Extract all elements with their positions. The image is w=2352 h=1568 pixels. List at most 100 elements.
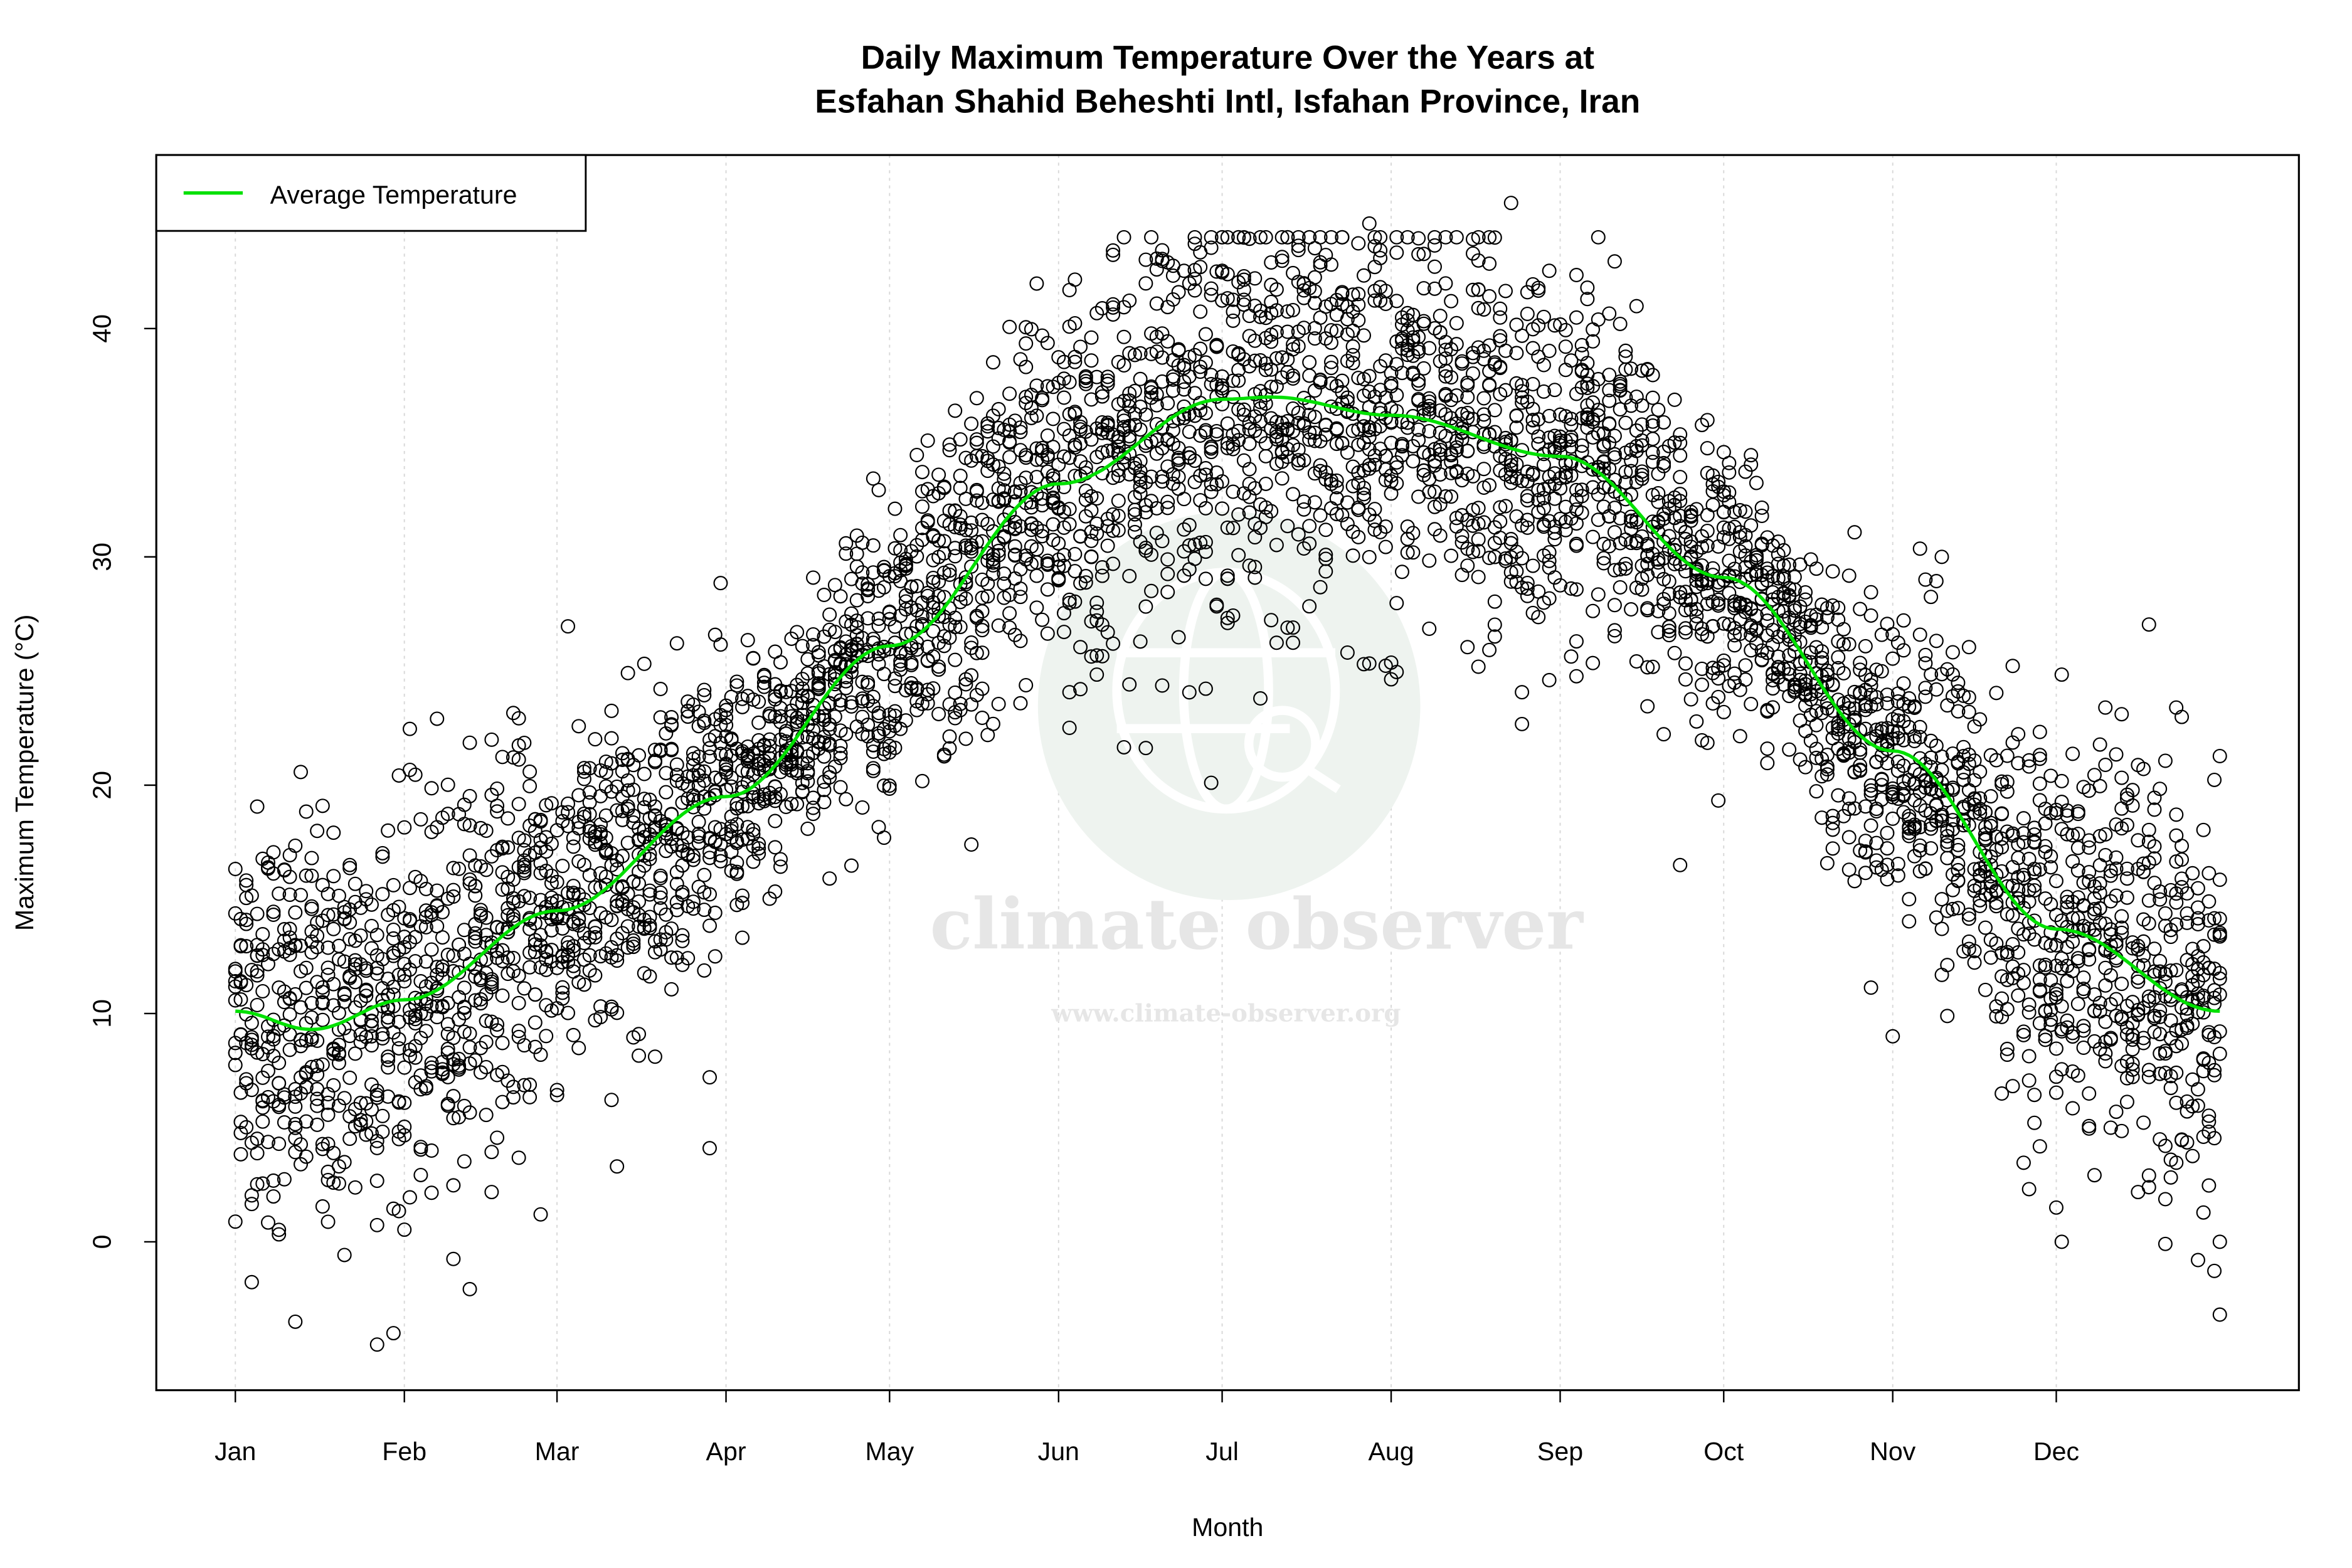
scatter-point xyxy=(2190,1098,2205,1113)
scatter-point xyxy=(1155,350,1170,365)
scatter-point xyxy=(1335,507,1350,522)
scatter-point xyxy=(522,778,538,793)
scatter-point xyxy=(1607,598,1622,613)
scatter-point xyxy=(1198,355,1213,370)
scatter-point xyxy=(817,782,832,797)
scatter-point xyxy=(762,739,777,754)
scatter-point xyxy=(1324,354,1338,369)
scatter-point xyxy=(511,1150,526,1165)
scatter-point xyxy=(773,684,788,699)
scatter-point xyxy=(495,943,510,958)
scatter-point xyxy=(610,931,625,946)
scatter-point xyxy=(1934,667,1949,682)
scatter-point xyxy=(909,549,924,564)
scatter-point xyxy=(1444,342,1459,357)
scatter-point xyxy=(2212,872,2227,887)
scatter-point xyxy=(931,609,946,624)
scatter-point xyxy=(582,795,597,810)
scatter-point xyxy=(1067,354,1083,369)
scatter-point xyxy=(2054,951,2069,966)
scatter-point xyxy=(1629,654,1644,669)
scatter-point xyxy=(1961,690,1976,705)
scatter-point xyxy=(1912,627,1927,642)
scatter-point xyxy=(642,836,657,851)
scatter-point xyxy=(1236,297,1251,312)
scatter-point xyxy=(1296,494,1311,509)
scatter-point xyxy=(1149,398,1164,413)
scatter-point xyxy=(1841,637,1857,652)
scatter-point xyxy=(440,947,455,962)
scatter-point xyxy=(1738,672,1753,687)
scatter-point xyxy=(1951,873,1966,888)
scatter-point xyxy=(1695,418,1710,433)
scatter-point xyxy=(1771,649,1786,664)
scatter-point xyxy=(2103,1120,2118,1135)
scatter-point xyxy=(1509,408,1524,423)
scatter-point xyxy=(1967,719,1982,734)
scatter-point xyxy=(1116,393,1131,408)
scatter-point xyxy=(1896,676,1911,691)
scatter-point xyxy=(877,746,892,761)
scatter-point xyxy=(375,1030,390,1046)
scatter-point xyxy=(2147,802,2162,817)
scatter-point xyxy=(1673,487,1688,502)
scatter-point xyxy=(1422,391,1437,406)
scatter-point xyxy=(632,1048,647,1063)
scatter-point xyxy=(457,817,472,832)
scatter-point xyxy=(1187,272,1202,287)
scatter-point xyxy=(724,689,739,704)
scatter-point xyxy=(1444,370,1459,385)
scatter-point xyxy=(1373,524,1388,539)
scatter-point xyxy=(244,1032,259,1047)
scatter-point xyxy=(871,618,886,633)
scatter-point xyxy=(751,846,766,861)
scatter-point xyxy=(604,845,619,861)
scatter-point xyxy=(1809,612,1824,627)
scatter-point xyxy=(833,693,848,708)
scatter-point xyxy=(1509,457,1524,472)
scatter-point xyxy=(1515,580,1530,595)
scatter-point xyxy=(1357,268,1372,283)
scatter-point xyxy=(1934,921,1949,936)
scatter-point xyxy=(1062,592,1077,607)
scatter-point xyxy=(1454,529,1470,544)
scatter-point xyxy=(1689,502,1704,517)
scatter-point xyxy=(871,612,886,627)
scatter-point xyxy=(1089,526,1104,541)
scatter-point xyxy=(833,746,848,761)
scatter-point xyxy=(1307,283,1322,299)
scatter-point xyxy=(855,565,870,580)
scatter-point xyxy=(261,1135,275,1150)
scatter-point xyxy=(1515,716,1530,731)
scatter-point xyxy=(566,939,581,954)
scatter-point xyxy=(1586,529,1601,544)
scatter-point xyxy=(430,711,445,726)
scatter-point xyxy=(2000,775,2015,790)
scatter-point xyxy=(593,999,608,1014)
scatter-point xyxy=(1967,955,1982,970)
scatter-point xyxy=(697,903,712,918)
scatter-point xyxy=(1460,389,1475,405)
scatter-point xyxy=(1051,350,1066,365)
scatter-point xyxy=(1836,637,1851,652)
scatter-point xyxy=(2201,866,2217,881)
scatter-point xyxy=(2196,939,2211,954)
scatter-point xyxy=(893,654,908,669)
scatter-point xyxy=(511,995,526,1010)
scatter-point xyxy=(1324,230,1338,245)
scatter-point xyxy=(855,535,870,550)
scatter-point xyxy=(762,891,777,906)
scatter-point xyxy=(2065,746,2080,761)
scatter-point xyxy=(424,1143,439,1158)
scatter-point xyxy=(2092,737,2107,752)
scatter-point xyxy=(228,993,243,1008)
scatter-point xyxy=(768,813,783,829)
scatter-point xyxy=(975,645,990,660)
scatter-point xyxy=(2092,829,2107,844)
scatter-point xyxy=(1498,499,1513,514)
scatter-point xyxy=(1296,453,1311,468)
scatter-point xyxy=(1056,625,1071,640)
scatter-point xyxy=(424,824,439,839)
scatter-point xyxy=(1695,622,1710,636)
scatter-point xyxy=(1651,402,1666,417)
